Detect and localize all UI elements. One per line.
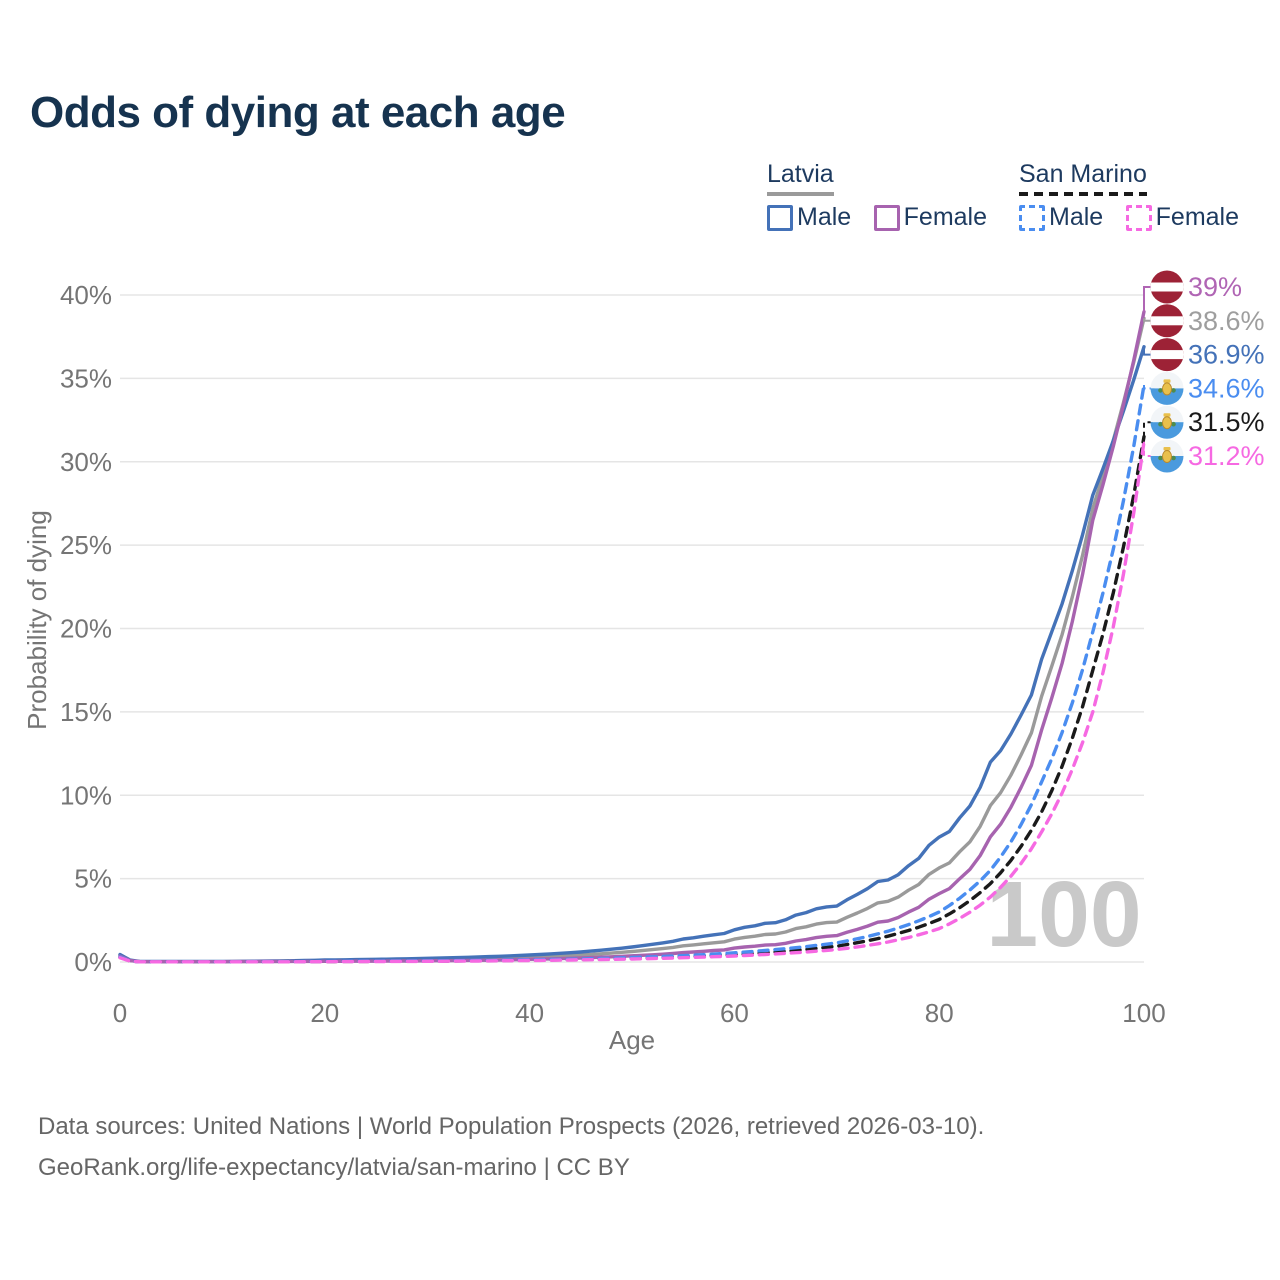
y-tick-5: 5% — [74, 864, 112, 894]
y-tick-15: 15% — [60, 697, 112, 727]
end-label-latvia-male: 36.9% — [1188, 340, 1265, 370]
latvia-female-checkbox[interactable] — [873, 204, 900, 231]
legend-group-san-marino: San Marino Male Female — [1019, 160, 1257, 236]
y-axis-title: Probability of dying — [22, 510, 52, 730]
x-tick-20: 20 — [310, 998, 339, 1028]
san-marino-flag-icon — [1150, 371, 1184, 405]
san-marino-female-label: Female — [1155, 203, 1240, 231]
end-label-san-marino-male: 34.6% — [1188, 373, 1265, 403]
x-tick-80: 80 — [925, 998, 954, 1028]
source-attribution: Data sources: United Nations | World Pop… — [38, 1106, 984, 1188]
y-tick-0: 0% — [74, 947, 112, 977]
age-counter-watermark: 100 — [986, 862, 1141, 966]
san-marino-line-style-swatch — [1019, 192, 1147, 196]
legend-country-san-marino-label: San Marino — [1019, 160, 1147, 188]
data-sources-line: Data sources: United Nations | World Pop… — [38, 1113, 985, 1140]
page-title: Odds of dying at each age — [30, 88, 566, 137]
san-marino-male-label: Male — [1049, 203, 1104, 231]
legend-item-latvia-female[interactable]: Female — [873, 203, 988, 232]
y-tick-10: 10% — [60, 780, 112, 810]
san-marino-flag-icon — [1150, 405, 1184, 439]
latvia-female-label: Female — [903, 203, 988, 231]
latvia-male-checkbox[interactable] — [767, 204, 793, 231]
legend-item-san-marino-female[interactable]: Female — [1125, 203, 1240, 232]
x-tick-40: 40 — [515, 998, 544, 1028]
x-tick-100: 100 — [1122, 998, 1165, 1028]
legend-item-latvia-male[interactable]: Male — [767, 203, 851, 232]
end-label-san-marino-both: 31.5% — [1188, 407, 1265, 437]
latvia-flag-icon — [1150, 338, 1184, 372]
georank-url-line: GeoRank.org/life-expectancy/latvia/san-m… — [38, 1154, 630, 1181]
end-label-san-marino-female: 31.2% — [1188, 441, 1265, 471]
end-label-latvia-both: 38.6% — [1188, 306, 1265, 336]
x-axis-title: Age — [609, 1025, 655, 1055]
legend-country-san-marino[interactable]: San Marino — [1019, 160, 1147, 196]
legend-country-latvia[interactable]: Latvia — [767, 160, 834, 196]
legend-country-latvia-label: Latvia — [767, 160, 834, 188]
legend-item-san-marino-male[interactable]: Male — [1019, 203, 1103, 232]
end-label-latvia-female: 39% — [1188, 272, 1242, 302]
latvia-line-style-swatch — [767, 192, 834, 196]
line-san-marino-female — [118, 440, 1146, 964]
x-tick-60: 60 — [720, 998, 749, 1028]
san-marino-male-checkbox[interactable] — [1019, 204, 1045, 231]
latvia-flag-icon — [1150, 304, 1184, 338]
x-tick-0: 0 — [113, 998, 127, 1028]
y-tick-20: 20% — [60, 614, 112, 644]
latvia-flag-icon — [1150, 270, 1184, 304]
y-tick-30: 30% — [60, 447, 112, 477]
san-marino-flag-icon — [1150, 439, 1184, 473]
y-tick-35: 35% — [60, 363, 112, 393]
y-tick-40: 40% — [60, 280, 112, 310]
line-san-marino-both — [118, 435, 1146, 964]
y-tick-25: 25% — [60, 530, 112, 560]
san-marino-female-checkbox[interactable] — [1125, 204, 1152, 231]
latvia-male-label: Male — [797, 203, 852, 231]
legend-group-latvia: Latvia Male Female — [767, 160, 1005, 236]
